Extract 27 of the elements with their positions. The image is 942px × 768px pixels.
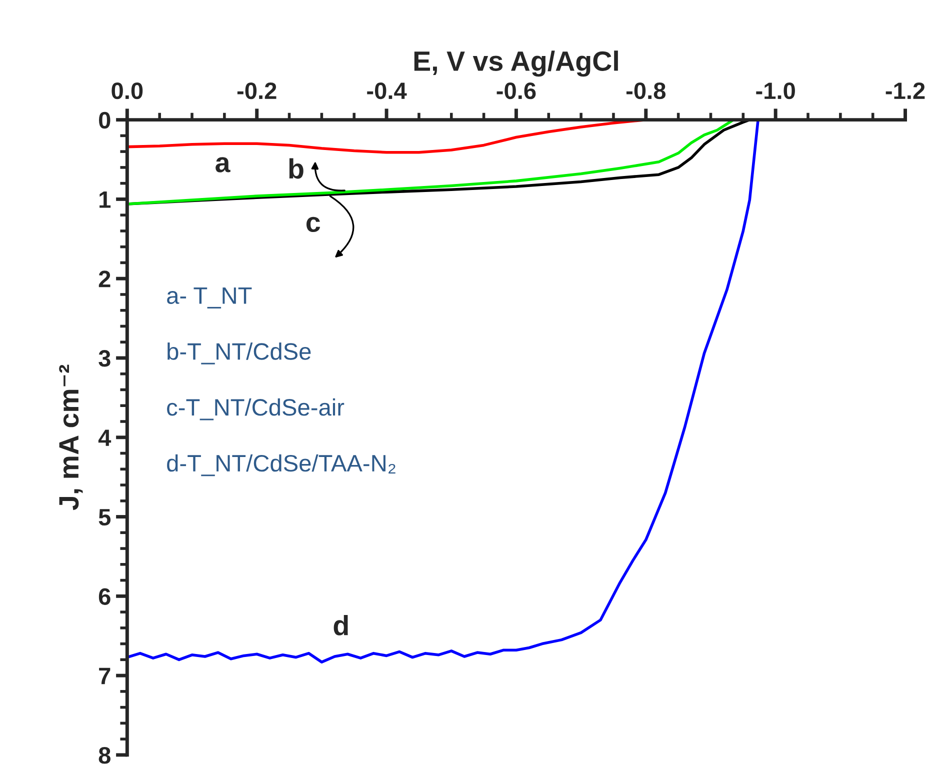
y-tick-label: 1 (100, 192, 111, 208)
line-series (127, 120, 760, 664)
x-tick-label: -1.0 (756, 82, 795, 100)
y-tick-label: 7 (99, 668, 110, 684)
annotation: c-T_NT/CdSe-air (167, 398, 344, 420)
y-tick-label: 0 (99, 112, 110, 129)
x-tick-label: -0.2 (237, 82, 276, 100)
annotation: d (334, 614, 348, 636)
y-axis-title: J, mA cm⁻² (59, 364, 83, 510)
x-tick-label: -0.8 (626, 82, 666, 100)
annotation: a (216, 157, 230, 172)
annotation: a- T_NT (167, 288, 252, 308)
y-tick-label: 8 (98, 747, 110, 764)
y-tick-label: 3 (98, 350, 110, 367)
y-tick-label: 6 (98, 588, 110, 605)
x-tick-label: -0.6 (496, 82, 536, 100)
x-tick-label: -1.2 (886, 82, 925, 99)
y-tick-label: 2 (98, 270, 110, 288)
annotation: c (306, 216, 320, 232)
x-axis-title: E, V vs Ag/AgCl (414, 50, 618, 77)
x-tick-label: -0.4 (367, 82, 407, 100)
y-tick-label: 4 (98, 430, 112, 446)
annotation: b (289, 158, 304, 179)
y-tick-label: 5 (98, 509, 111, 526)
annotation: d-T_NT/CdSe/TAA-N₂ (167, 454, 396, 476)
x-tick-label: 0.0 (112, 82, 143, 100)
annotation: b-T_NT/CdSe (168, 342, 311, 364)
